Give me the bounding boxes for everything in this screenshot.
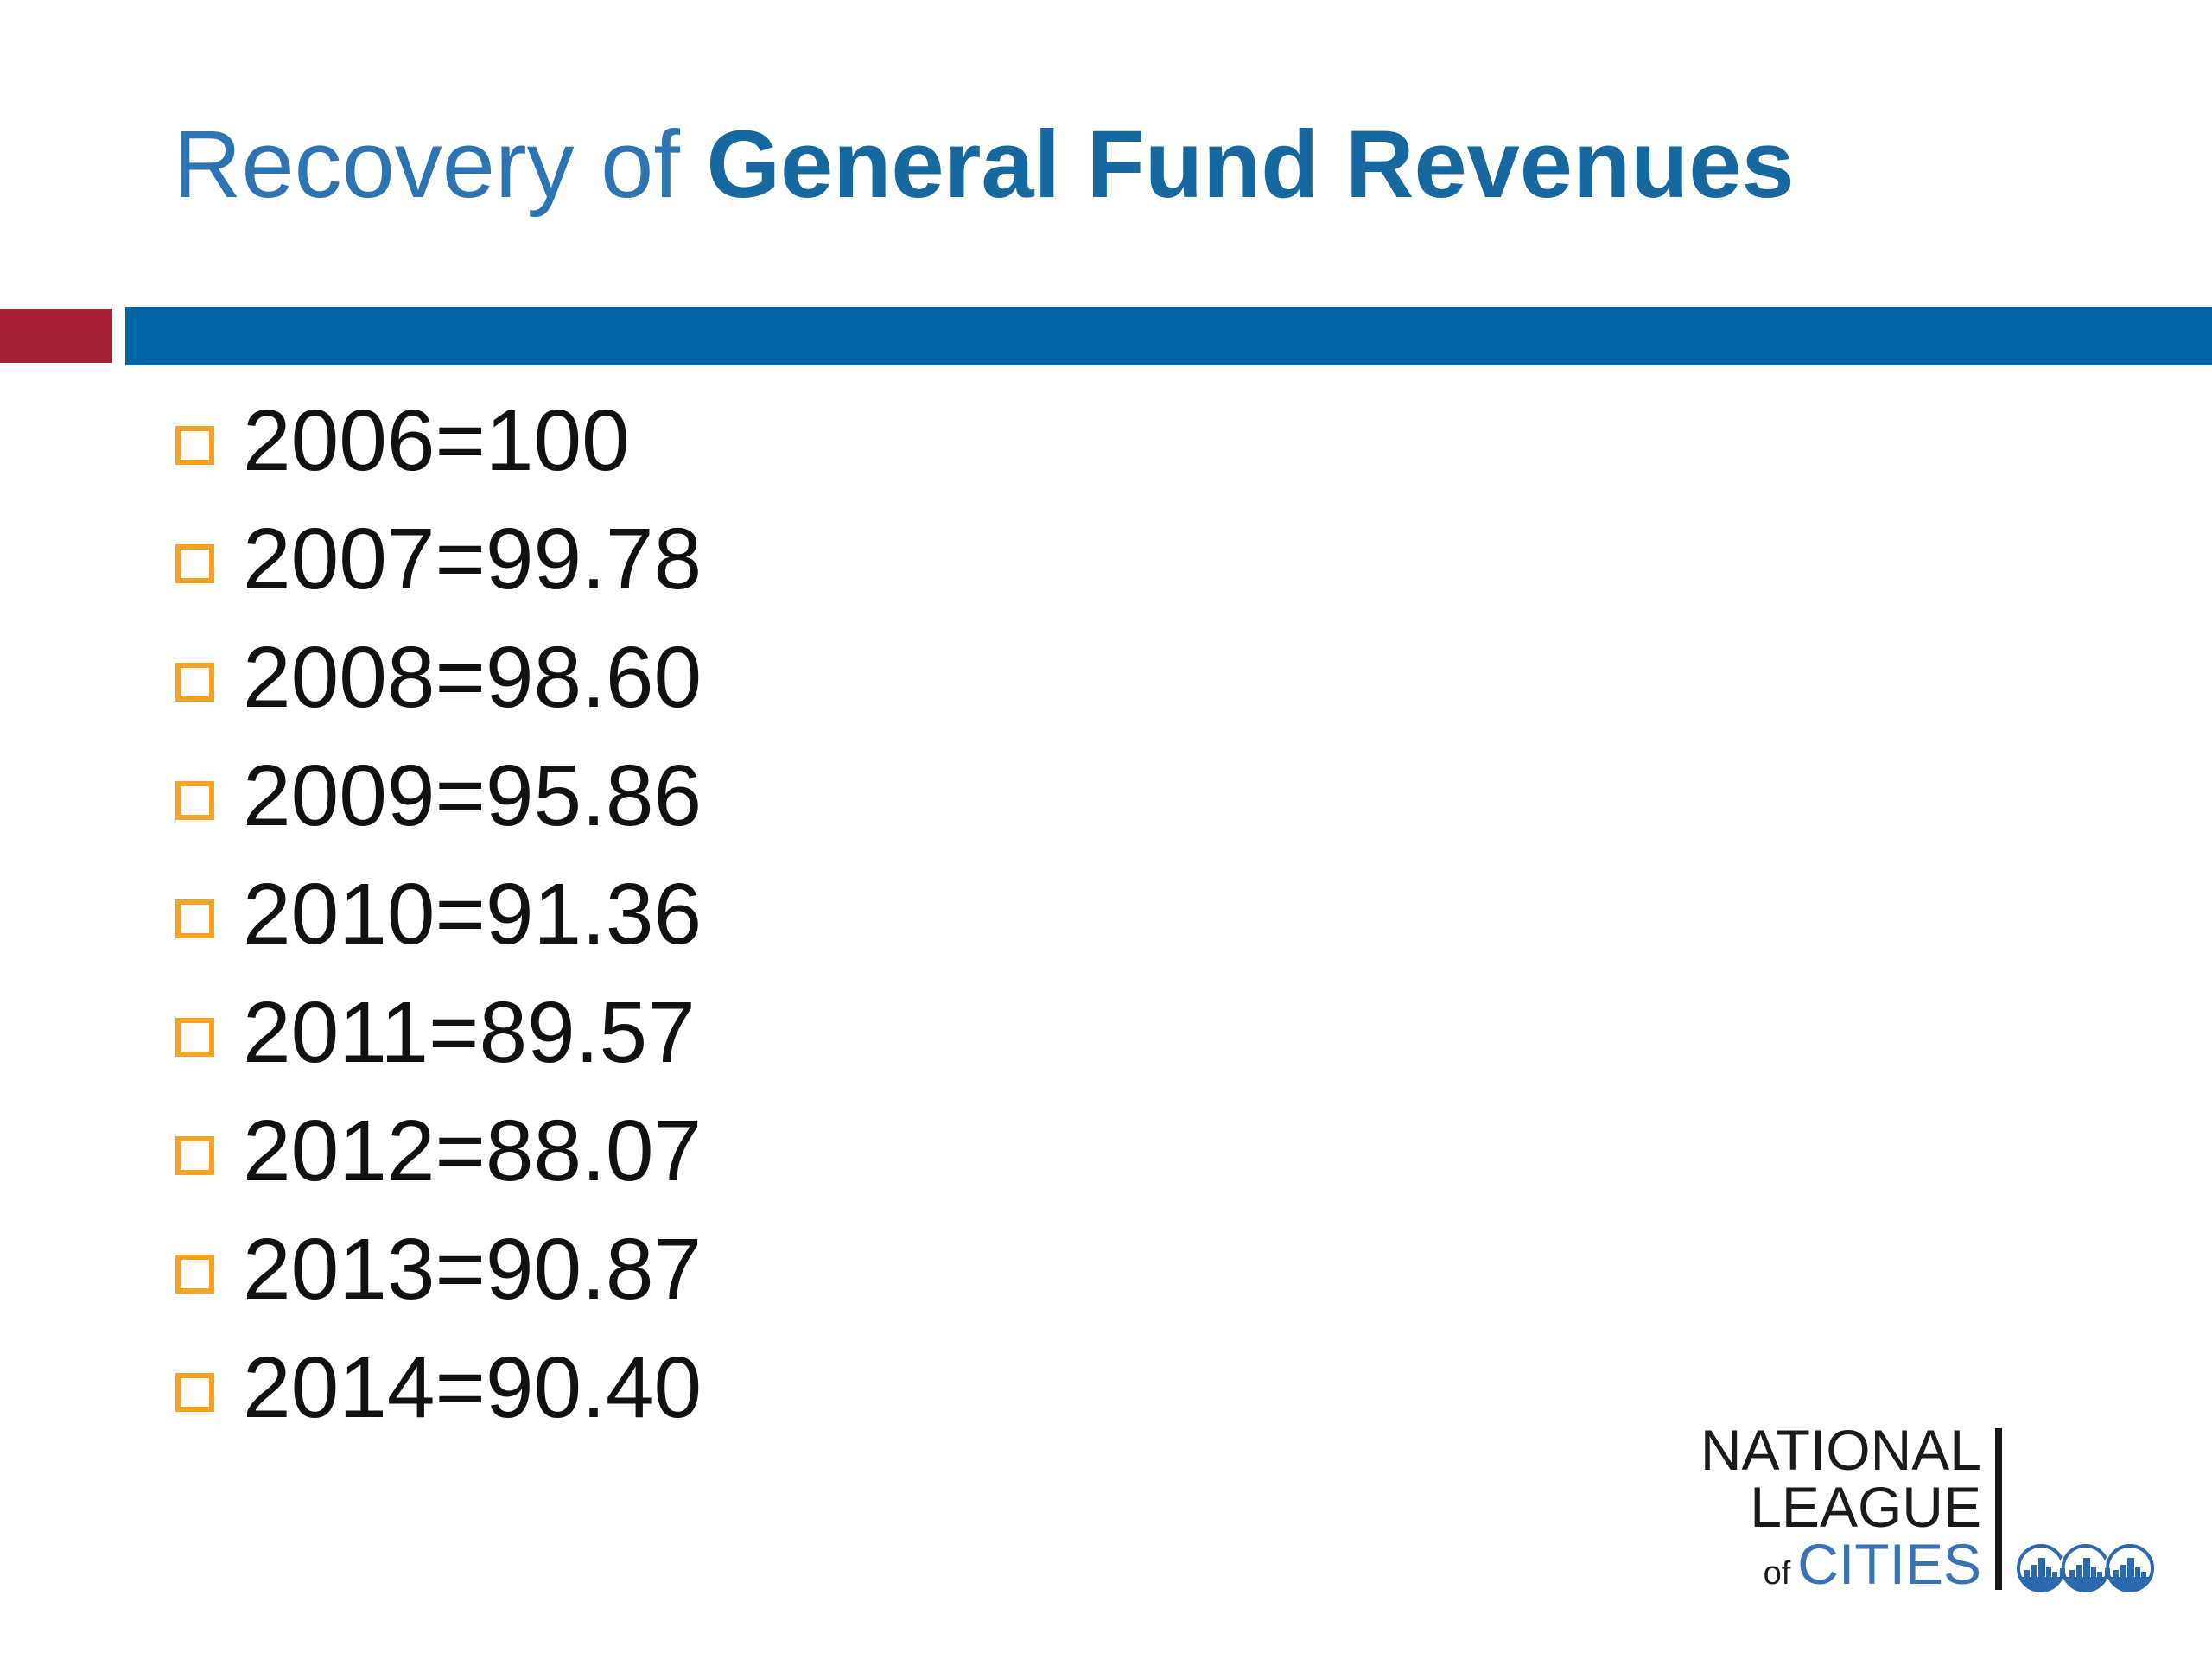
- list-item-text: 2011=89.57: [243, 984, 696, 1081]
- list-item: 2007=99.78: [175, 500, 702, 619]
- bullet-square-icon: [175, 544, 214, 583]
- list-item-text: 2006=100: [243, 392, 630, 489]
- list-item: 2013=90.87: [175, 1211, 702, 1329]
- logo-line-of-cities: of CITIES: [1685, 1535, 1981, 1602]
- bullet-square-icon: [175, 899, 214, 938]
- logo-line-league: LEAGUE: [1750, 1475, 1981, 1539]
- bullet-square-icon: [175, 1373, 214, 1412]
- bullet-list: 2006=100 2007=99.78 2008=98.60 2009=95.8…: [175, 382, 702, 1447]
- nlc-logo-text: NATIONAL LEAGUE of CITIES: [1685, 1421, 1981, 1602]
- list-item: 2012=88.07: [175, 1092, 702, 1211]
- accent-bar-blue: [125, 307, 2212, 365]
- list-item-text: 2010=91.36: [243, 866, 702, 963]
- list-item-text: 2013=90.87: [243, 1221, 702, 1318]
- list-item-text: 2009=95.86: [243, 747, 702, 844]
- city-circles-icon: [2014, 1539, 2157, 1594]
- page-title: Recovery of General Fund Revenues: [173, 105, 1795, 225]
- list-item: 2008=98.60: [175, 619, 702, 737]
- list-item: 2011=89.57: [175, 974, 702, 1092]
- bullet-square-icon: [175, 426, 214, 465]
- list-item: 2006=100: [175, 382, 702, 500]
- bullet-square-icon: [175, 1136, 214, 1175]
- list-item-text: 2008=98.60: [243, 629, 702, 726]
- list-item-text: 2007=99.78: [243, 511, 702, 607]
- logo-divider: [1995, 1428, 2002, 1590]
- bullet-square-icon: [175, 663, 214, 702]
- logo-of-text: of: [1763, 1555, 1791, 1592]
- list-item: 2014=90.40: [175, 1329, 702, 1447]
- bullet-square-icon: [175, 1018, 214, 1057]
- title-bold-part: General Fund Revenues: [706, 111, 1795, 218]
- list-item-text: 2012=88.07: [243, 1103, 702, 1199]
- bullet-square-icon: [175, 1255, 214, 1294]
- list-item-text: 2014=90.40: [243, 1339, 702, 1436]
- title-light-part: Recovery of: [173, 111, 707, 218]
- bullet-square-icon: [175, 781, 214, 820]
- list-item: 2009=95.86: [175, 737, 702, 855]
- accent-bar-red: [0, 309, 112, 363]
- list-item: 2010=91.36: [175, 855, 702, 974]
- logo-cities-text: CITIES: [1797, 1532, 1981, 1596]
- logo-line-national: NATIONAL: [1700, 1418, 1981, 1482]
- nlc-logo: NATIONAL LEAGUE of CITIES: [1685, 1421, 2169, 1599]
